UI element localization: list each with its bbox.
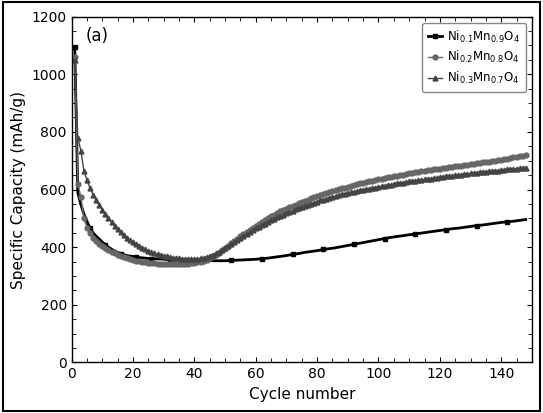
Ni$_{0.1}$Mn$_{0.9}$O$_4$: [204, 258, 210, 263]
Ni$_{0.1}$Mn$_{0.9}$O$_4$: [522, 217, 529, 222]
Ni$_{0.3}$Mn$_{0.7}$O$_4$: [72, 58, 78, 63]
Ni$_{0.3}$Mn$_{0.7}$O$_4$: [351, 190, 357, 195]
Ni$_{0.3}$Mn$_{0.7}$O$_4$: [157, 252, 164, 257]
Ni$_{0.2}$Mn$_{0.8}$O$_4$: [289, 203, 296, 208]
Ni$_{0.3}$Mn$_{0.7}$O$_4$: [102, 211, 109, 216]
Ni$_{0.2}$Mn$_{0.8}$O$_4$: [299, 199, 305, 204]
Ni$_{0.2}$Mn$_{0.8}$O$_4$: [522, 152, 529, 157]
Ni$_{0.1}$Mn$_{0.9}$O$_4$: [105, 245, 112, 250]
X-axis label: Cycle number: Cycle number: [249, 387, 355, 402]
Ni$_{0.1}$Mn$_{0.9}$O$_4$: [265, 256, 272, 261]
Ni$_{0.3}$Mn$_{0.7}$O$_4$: [522, 165, 529, 170]
Ni$_{0.1}$Mn$_{0.9}$O$_4$: [191, 258, 198, 263]
Ni$_{0.1}$Mn$_{0.9}$O$_4$: [99, 240, 105, 244]
Ni$_{0.2}$Mn$_{0.8}$O$_4$: [351, 183, 357, 188]
Ni$_{0.2}$Mn$_{0.8}$O$_4$: [394, 173, 400, 178]
Legend: Ni$_{0.1}$Mn$_{0.9}$O$_4$, Ni$_{0.2}$Mn$_{0.8}$O$_4$, Ni$_{0.3}$Mn$_{0.7}$O$_4$: Ni$_{0.1}$Mn$_{0.9}$O$_4$, Ni$_{0.2}$Mn$…: [422, 23, 526, 92]
Ni$_{0.3}$Mn$_{0.7}$O$_4$: [394, 181, 400, 186]
Ni$_{0.1}$Mn$_{0.9}$O$_4$: [127, 254, 133, 259]
Ni$_{0.3}$Mn$_{0.7}$O$_4$: [289, 208, 296, 213]
Ni$_{0.2}$Mn$_{0.8}$O$_4$: [157, 261, 164, 266]
Text: (a): (a): [85, 27, 109, 45]
Line: Ni$_{0.1}$Mn$_{0.9}$O$_4$: Ni$_{0.1}$Mn$_{0.9}$O$_4$: [72, 45, 528, 263]
Ni$_{0.2}$Mn$_{0.8}$O$_4$: [72, 55, 78, 59]
Ni$_{0.2}$Mn$_{0.8}$O$_4$: [102, 246, 109, 251]
Y-axis label: Specific Capacity (mAh/g): Specific Capacity (mAh/g): [11, 90, 26, 289]
Ni$_{0.3}$Mn$_{0.7}$O$_4$: [182, 256, 188, 261]
Ni$_{0.1}$Mn$_{0.9}$O$_4$: [72, 44, 78, 49]
Line: Ni$_{0.3}$Mn$_{0.7}$O$_4$: Ni$_{0.3}$Mn$_{0.7}$O$_4$: [72, 58, 528, 261]
Ni$_{0.3}$Mn$_{0.7}$O$_4$: [299, 205, 305, 210]
Ni$_{0.2}$Mn$_{0.8}$O$_4$: [160, 261, 167, 266]
Line: Ni$_{0.2}$Mn$_{0.8}$O$_4$: Ni$_{0.2}$Mn$_{0.8}$O$_4$: [72, 55, 528, 266]
Ni$_{0.1}$Mn$_{0.9}$O$_4$: [468, 224, 474, 229]
